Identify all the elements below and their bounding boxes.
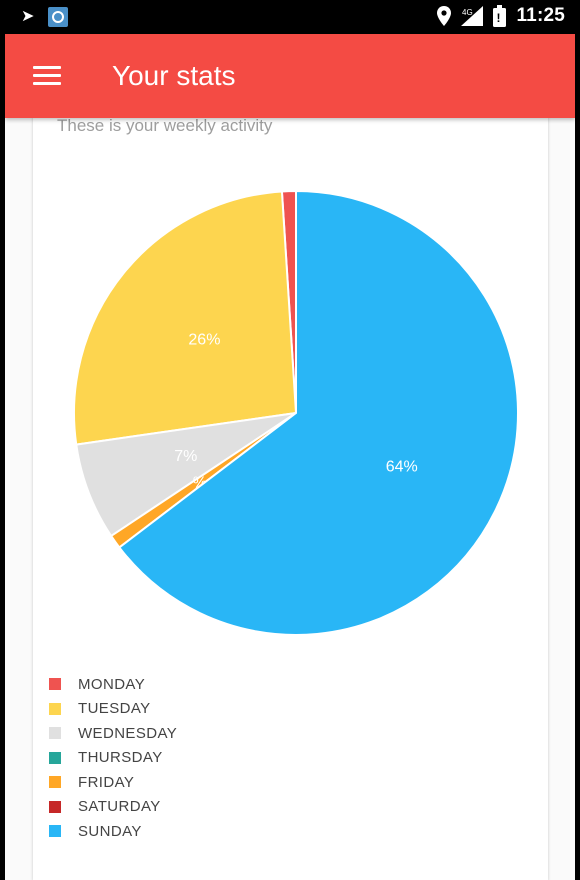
stats-card: These is your weekly activity 26% 7%% 64% …	[33, 100, 548, 880]
legend-label: FRIDAY	[78, 773, 135, 791]
legend-swatch	[49, 776, 61, 789]
legend-label: SUNDAY	[78, 822, 142, 840]
pie-label-wednesday: 7%	[174, 448, 197, 465]
app-bar: Your stats	[5, 34, 575, 118]
legend-label: THURSDAY	[78, 749, 163, 767]
pie-label-tuesday: 26%	[188, 332, 220, 349]
page-title: Your stats	[112, 60, 236, 91]
legend-item-friday[interactable]: FRIDAY	[49, 770, 177, 795]
pie-slice-tuesday[interactable]	[73, 190, 298, 446]
legend-swatch	[49, 678, 61, 691]
legend-swatch	[49, 825, 61, 838]
clock-time: 11:25	[516, 5, 565, 26]
legend-item-sunday[interactable]: SUNDAY	[49, 819, 177, 844]
signal-icon: 4G	[461, 6, 484, 26]
legend-label: WEDNESDAY	[78, 724, 178, 742]
legend-label: MONDAY	[78, 675, 146, 693]
card-subtitle: These is your weekly activity	[57, 116, 273, 135]
svg-text:4G: 4G	[462, 8, 473, 17]
pie-chart[interactable]: 26%7%%64%	[33, 100, 548, 660]
app-notification-icon	[48, 7, 69, 27]
battery-icon: !	[493, 5, 507, 27]
legend-item-tuesday[interactable]: TUESDAY	[49, 697, 177, 722]
location-icon	[437, 6, 452, 26]
legend-swatch	[49, 751, 61, 764]
legend-item-wednesday[interactable]: WEDNESDAY	[49, 721, 177, 746]
pie-label-sunday: 64%	[386, 458, 418, 475]
legend-swatch	[49, 800, 61, 813]
legend-swatch	[49, 702, 61, 715]
hamburger-menu-icon[interactable]	[33, 66, 61, 86]
back-arrow-icon: ➤	[21, 8, 35, 25]
legend-label: TUESDAY	[78, 700, 151, 718]
status-bar: ➤ 4G ! 11:25	[5, 0, 575, 34]
legend-item-saturday[interactable]: SATURDAY	[49, 795, 177, 820]
pie-slice-sunday[interactable]	[117, 189, 519, 636]
legend-swatch	[49, 727, 61, 740]
legend-item-monday[interactable]: MONDAY	[49, 672, 177, 697]
phone-screen: ➤ 4G ! 11:25 Your stats These	[5, 0, 575, 880]
legend-item-thursday[interactable]: THURSDAY	[49, 746, 177, 771]
legend-label: SATURDAY	[78, 798, 161, 816]
chart-legend: MONDAY TUESDAY WEDNESDAY THURSDAY FRIDAY SATU…	[49, 672, 177, 844]
svg-text:!: !	[497, 11, 501, 25]
